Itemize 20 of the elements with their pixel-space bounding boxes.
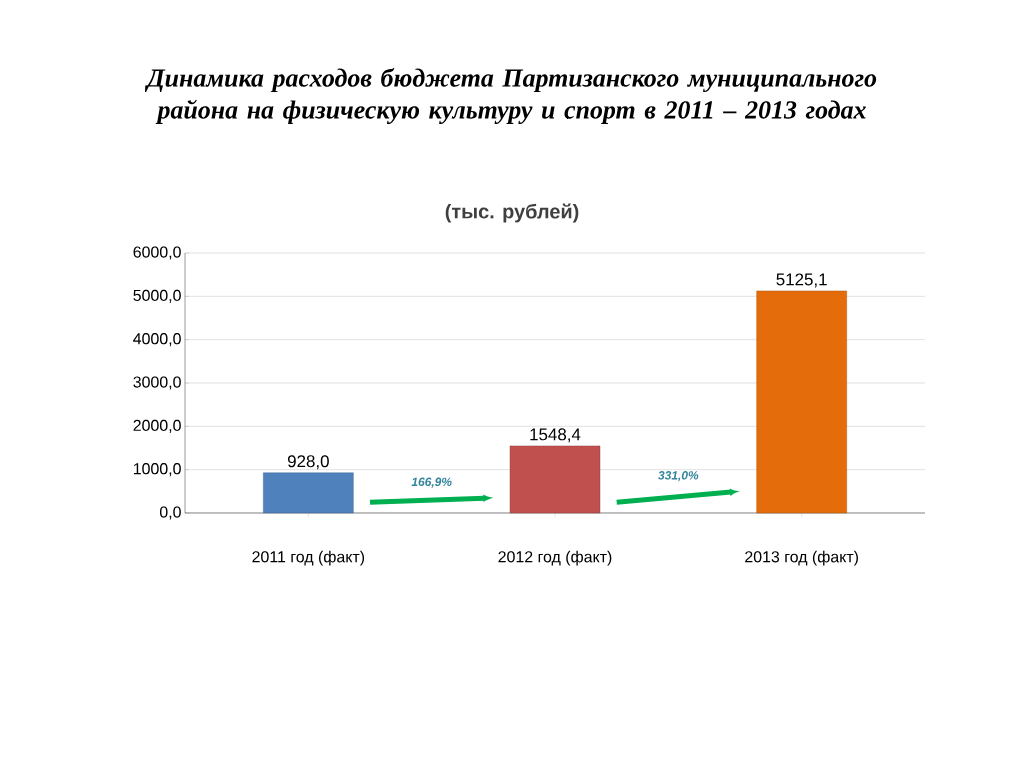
chart-title: Динамика расходов бюджета Партизанского муниципального района на физическую культуру и спорт в 2011 – 2013 годах: [144, 67, 877, 124]
x-tick-label: 2011 год (факт): [252, 550, 365, 566]
y-tick-label: 5000,0: [133, 289, 181, 303]
x-tick-label: 2013 год (факт): [745, 550, 858, 566]
data-label: 928,0: [287, 455, 329, 470]
bar: [756, 290, 847, 514]
bar: [263, 472, 354, 514]
y-tick-label: 6000,0: [133, 246, 181, 260]
chart-subtitle: (тыс. рублей): [445, 203, 579, 223]
y-tick-label: 2000,0: [133, 419, 181, 433]
annotation: 166,9%: [411, 477, 452, 488]
y-tick-label: 0,0: [159, 506, 181, 520]
y-tick-label: 1000,0: [133, 463, 181, 477]
bar: [509, 445, 601, 514]
x-tick-label: 2012 год (факт): [498, 550, 612, 566]
y-tick-label: 3000,0: [133, 376, 181, 390]
annotation: 331,0%: [658, 471, 699, 482]
data-label: 1548,4: [530, 428, 581, 443]
data-label: 5125,1: [776, 273, 827, 288]
y-tick-label: 4000,0: [133, 333, 181, 347]
